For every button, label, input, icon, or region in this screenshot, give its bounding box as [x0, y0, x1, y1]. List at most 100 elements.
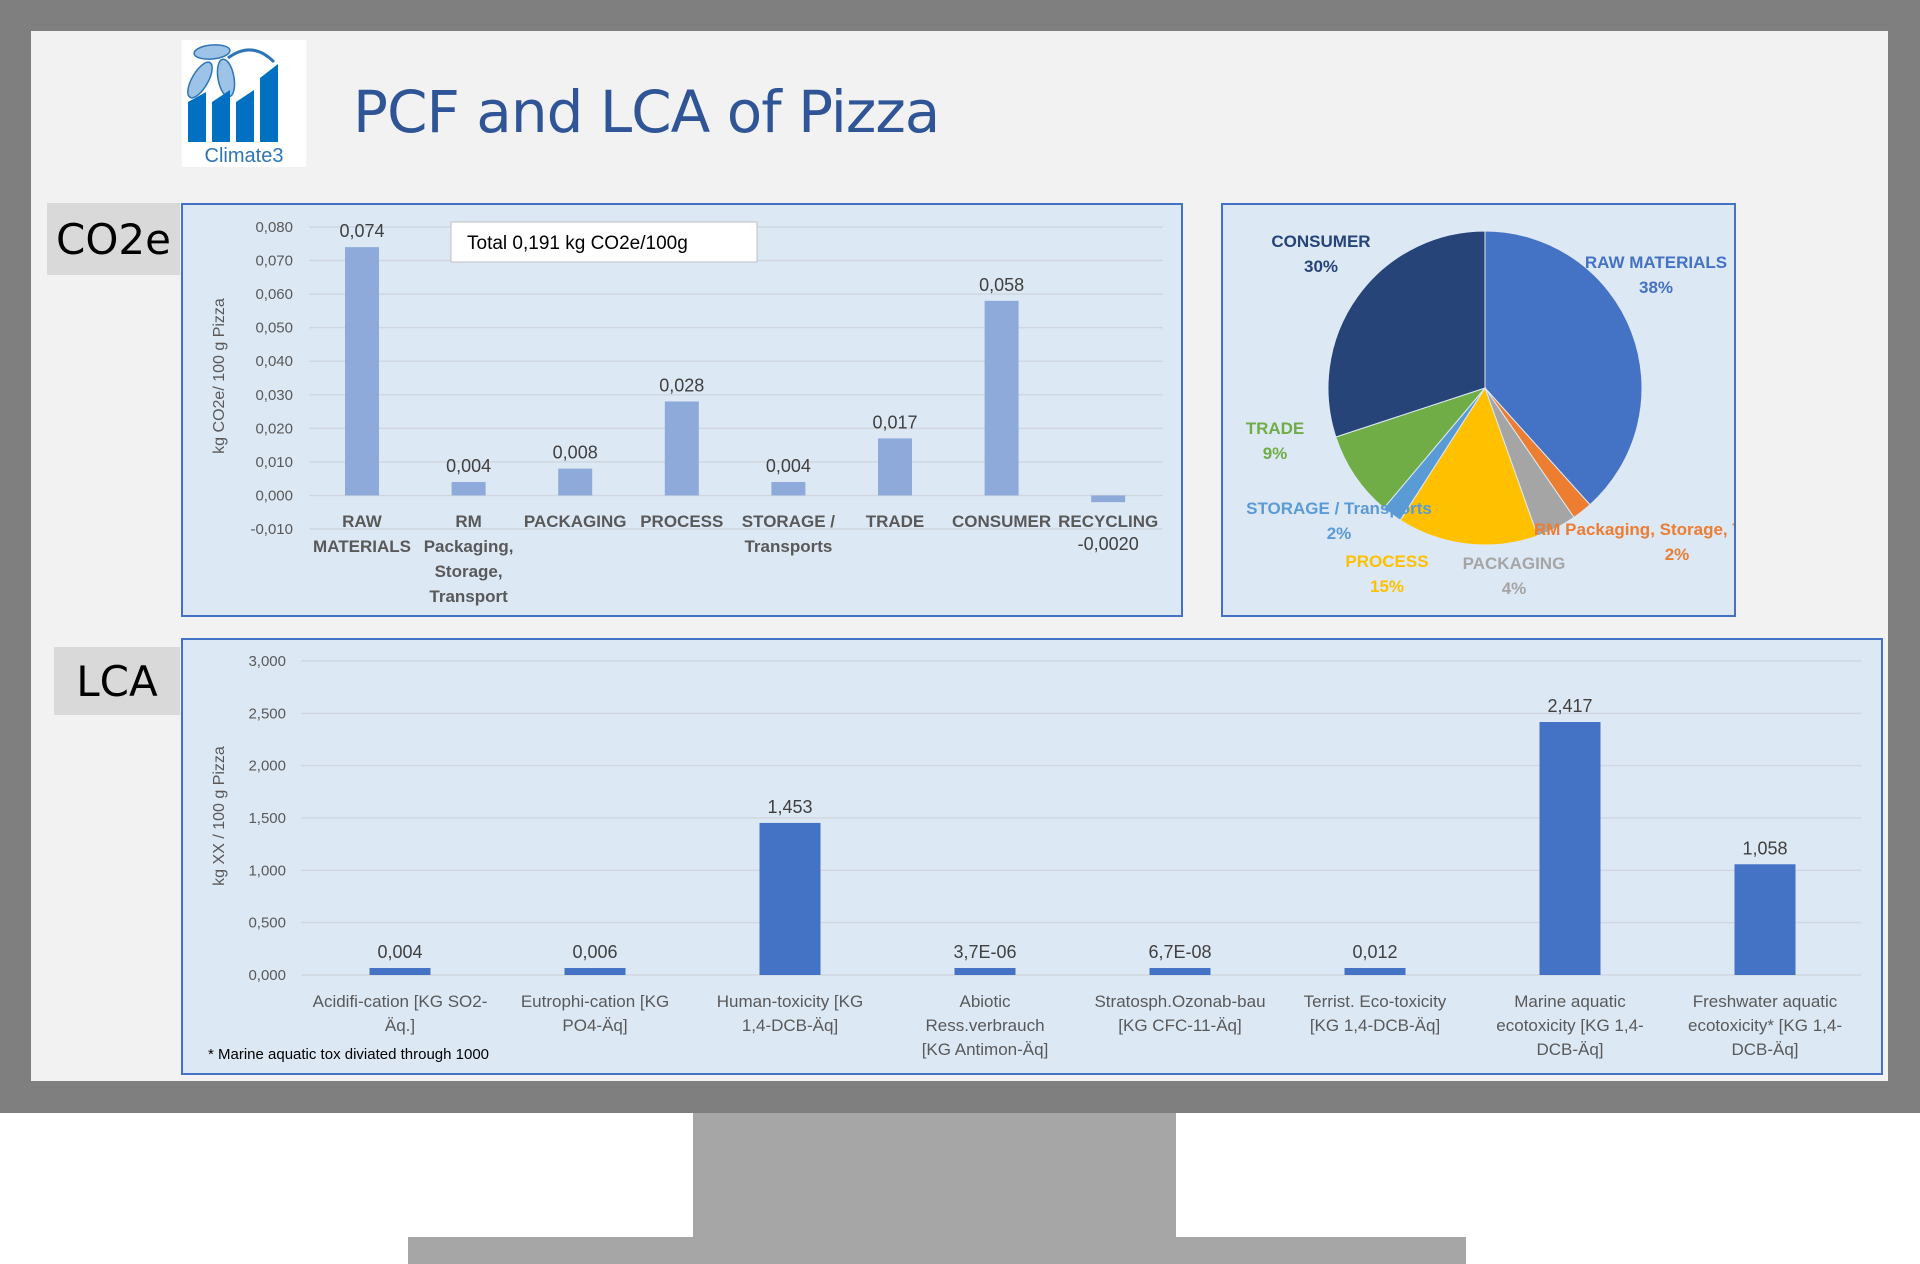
- category-label: STORAGE /: [742, 512, 835, 531]
- bar: [451, 482, 486, 496]
- data-label: -0,0020: [1078, 534, 1139, 554]
- category-label: Storage,: [435, 562, 503, 581]
- category-label: Eutrophi-cation [KG: [521, 992, 669, 1011]
- pie-label: STORAGE / Transports: [1246, 499, 1432, 518]
- data-label: 0,004: [377, 942, 422, 962]
- pie-percent: 30%: [1304, 257, 1338, 276]
- data-label: 0,008: [553, 443, 598, 463]
- data-label: 0,004: [766, 456, 811, 476]
- category-label: RAW: [342, 512, 383, 531]
- y-tick-label: 0,020: [255, 420, 293, 437]
- total-annotation-box: [450, 221, 758, 263]
- data-label: 0,058: [979, 275, 1024, 295]
- y-tick-label: 0,070: [255, 253, 293, 270]
- co2e-pie-chart: RAW MATERIALS 38% RM Packaging, Storage, T…: [1221, 203, 1736, 617]
- bar: [564, 968, 626, 975]
- pie-label: PROCESS: [1345, 552, 1428, 571]
- category-label: Marine aquatic: [1514, 992, 1626, 1011]
- climate3-logo: Climate3: [182, 40, 306, 167]
- bar: [878, 438, 912, 496]
- pie-label: TRADE: [1246, 419, 1305, 438]
- pie-percent: 15%: [1370, 577, 1404, 596]
- co2e-pie-chart-svg: RAW MATERIALS 38% RM Packaging, Storage, T…: [1246, 230, 1734, 598]
- category-label: DCB-Äq]: [1536, 1040, 1603, 1059]
- co2e-bar-chart-svg: 0,080 0,070 0,060 0,050 0,040 0,030 0,020 0,010…: [211, 219, 1163, 606]
- pie-label: CONSUMER: [1271, 232, 1370, 251]
- y-tick-label: 0,000: [248, 967, 286, 984]
- pie-percent: 2%: [1327, 524, 1352, 543]
- pie-slice: [1335, 386, 1487, 509]
- bar: [345, 247, 379, 496]
- y-tick-label: 0,060: [255, 286, 293, 303]
- category-label: Freshwater aquatic: [1693, 992, 1838, 1011]
- svg-text:Climate3: Climate3: [205, 145, 284, 167]
- category-label: Acidifi-cation [KG SO2-: [313, 992, 488, 1011]
- y-tick-label: 1,000: [248, 862, 286, 879]
- y-tick-label: 0,500: [248, 915, 286, 932]
- category-label: Transports: [744, 537, 832, 556]
- pie-slice: [1327, 230, 1486, 438]
- bar: [984, 300, 1019, 496]
- lca-bar-chart: 3,000 2,500 2,000 1,500 1,000 0,500 0,000 kg XX…: [181, 638, 1883, 1075]
- bar: [771, 482, 806, 496]
- category-label: PO4-Äq]: [562, 1016, 627, 1035]
- pie-slice: [1484, 230, 1643, 506]
- y-tick-label: 3,000: [248, 653, 286, 670]
- pie-percent: 4%: [1502, 579, 1527, 598]
- y-tick-label: 0,000: [255, 487, 293, 504]
- monitor-stand-base: [408, 1237, 1466, 1264]
- bar: [664, 401, 699, 496]
- monitor-stand-neck: [693, 1113, 1176, 1237]
- category-label: Human-toxicity [KG: [717, 992, 863, 1011]
- pie-slice: [1399, 386, 1539, 546]
- pie-label: RAW MATERIALS: [1585, 253, 1727, 272]
- category-label: [KG Antimon-Äq]: [922, 1040, 1049, 1059]
- category-label: Packaging,: [424, 537, 514, 556]
- y-tick-label: 0,080: [255, 219, 293, 236]
- bar: [759, 822, 821, 975]
- footnote: * Marine aquatic tox diviated through 10…: [208, 1046, 489, 1063]
- y-axis-label: kg CO2e/ 100 g Pizza: [211, 298, 228, 454]
- category-label: Transport: [429, 587, 508, 606]
- category-label: [KG CFC-11-Äq]: [1118, 1016, 1241, 1035]
- data-label: 1,058: [1742, 838, 1787, 858]
- data-label: 2,417: [1547, 696, 1592, 716]
- data-label: 0,006: [572, 942, 617, 962]
- data-label: 0,028: [659, 375, 704, 395]
- data-label: 0,017: [872, 412, 917, 432]
- bar: [954, 968, 1016, 975]
- y-tick-label: 0,040: [255, 353, 293, 370]
- bar: [1539, 722, 1601, 975]
- y-tick-label: 1,500: [248, 810, 286, 827]
- category-label: Abiotic: [959, 992, 1011, 1011]
- lca-bar-chart-svg: 3,000 2,500 2,000 1,500 1,000 0,500 0,000 kg XX…: [208, 653, 1861, 1063]
- category-label: ecotoxicity* [KG 1,4-: [1688, 1016, 1842, 1035]
- lca-section-label: LCA: [54, 647, 180, 715]
- co2e-bar-chart: 0,080 0,070 0,060 0,050 0,040 0,030 0,020 0,010…: [181, 203, 1183, 617]
- bar: [369, 968, 431, 975]
- category-label: Terrist. Eco-toxicity: [1304, 992, 1447, 1011]
- data-label: 3,7E-06: [953, 942, 1016, 962]
- category-label: Äq.]: [385, 1016, 415, 1035]
- category-label: [KG 1,4-DCB-Äq]: [1310, 1016, 1440, 1035]
- bar: [558, 468, 593, 496]
- category-label: DCB-Äq]: [1731, 1040, 1798, 1059]
- y-tick-label: -0,010: [250, 521, 293, 538]
- y-tick-label: 0,030: [255, 387, 293, 404]
- category-label: Stratosph.Ozonab-bau: [1094, 992, 1265, 1011]
- bar: [1091, 495, 1126, 503]
- data-label: 1,453: [767, 797, 812, 817]
- co2e-section-label: CO2e: [47, 203, 180, 275]
- y-tick-label: 2,000: [248, 758, 286, 775]
- pie-percent: 2%: [1665, 545, 1690, 564]
- category-label: TRADE: [866, 512, 925, 531]
- category-label: ecotoxicity [KG 1,4-: [1496, 1016, 1643, 1035]
- y-tick-label: 0,050: [255, 320, 293, 337]
- bar: [1734, 864, 1796, 975]
- page-title: PCF and LCA of Pizza: [353, 78, 940, 146]
- category-label: PROCESS: [640, 512, 723, 531]
- bar: [1344, 968, 1406, 975]
- category-label: 1,4-DCB-Äq]: [742, 1016, 838, 1035]
- pie-label: PACKAGING: [1463, 554, 1566, 573]
- y-axis-label: kg XX / 100 g Pizza: [211, 746, 228, 886]
